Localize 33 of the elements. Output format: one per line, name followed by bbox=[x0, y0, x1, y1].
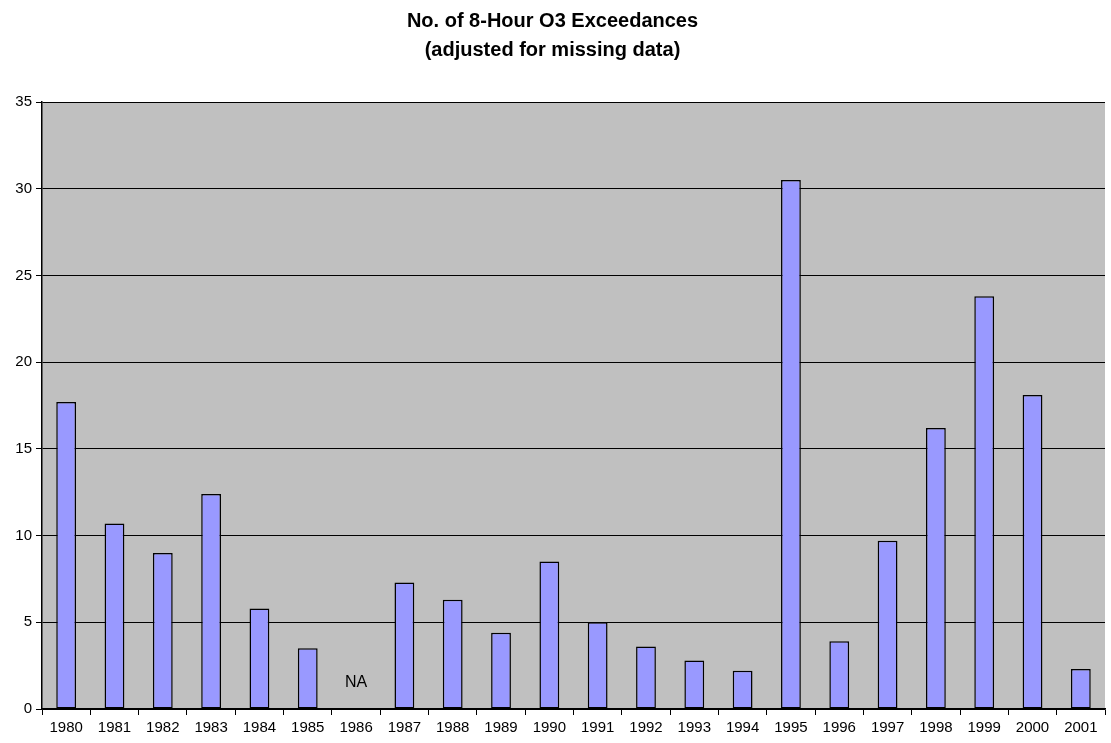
x-tick-label: 1997 bbox=[870, 718, 905, 736]
x-tick-label: 1987 bbox=[387, 718, 422, 736]
x-tick-label: 1998 bbox=[919, 718, 953, 736]
x-tick-label: 1996 bbox=[822, 718, 856, 736]
x-tick-label: 1985 bbox=[291, 718, 325, 736]
y-tick-label: 5 bbox=[23, 612, 32, 630]
chart-subtitle: (adjusted for missing data) bbox=[424, 37, 681, 60]
x-tick-label: 1983 bbox=[194, 718, 228, 736]
y-tick-label: 25 bbox=[15, 265, 32, 283]
y-tick-label: 30 bbox=[15, 178, 32, 196]
x-tick-label: 1999 bbox=[967, 718, 1001, 736]
x-tick-label: 1981 bbox=[97, 718, 132, 736]
x-tick-label: 1989 bbox=[484, 718, 518, 736]
x-tick-label: 1984 bbox=[242, 718, 277, 736]
x-tick-label: 1980 bbox=[49, 718, 83, 736]
annotation: NA bbox=[344, 673, 368, 691]
y-tick-label: 0 bbox=[23, 699, 32, 717]
x-tick-label: 1986 bbox=[339, 718, 373, 736]
y-tick-label: 20 bbox=[15, 352, 32, 370]
x-tick-label: 1990 bbox=[532, 718, 567, 736]
y-tick-label: 10 bbox=[15, 525, 32, 543]
x-tick-label: 1994 bbox=[725, 718, 760, 736]
x-tick-label: 1995 bbox=[774, 718, 808, 736]
x-tick-label: 2000 bbox=[1015, 718, 1050, 736]
y-tick-label: 15 bbox=[15, 439, 32, 456]
y-tick-label: 35 bbox=[15, 92, 32, 110]
x-tick-label: 1991 bbox=[580, 718, 615, 736]
chart-title: No. of 8-Hour O3 Exceedances bbox=[406, 8, 699, 31]
x-tick-label: 1993 bbox=[677, 718, 711, 736]
x-tick-label: 1982 bbox=[146, 718, 180, 736]
x-tick-label: 2001 bbox=[1064, 718, 1098, 736]
x-tick-label: 1988 bbox=[436, 718, 470, 736]
x-tick-label: 1992 bbox=[629, 718, 663, 736]
